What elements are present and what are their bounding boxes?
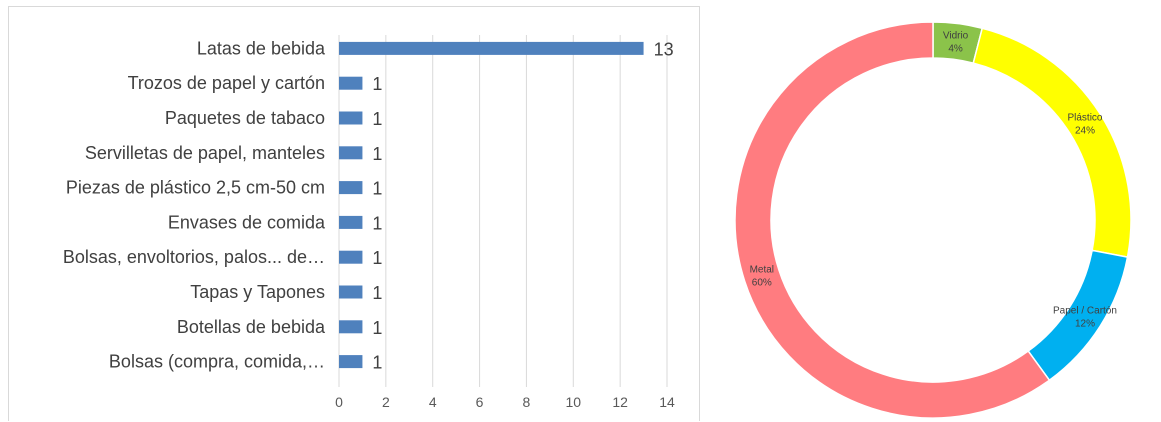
category-label: Piezas de plástico 2,5 cm-50 cm (66, 178, 325, 198)
donut-chart: Vidrio 4% Plástico 24% Papel / Cartón 12% Meta… (734, 21, 1132, 419)
category-label: Bolsas (compra, comida,… (109, 352, 325, 372)
data-label: 1 (372, 109, 382, 129)
data-label: 1 (372, 283, 382, 303)
donut-slice (972, 27, 1132, 258)
category-label: Latas de bebida (197, 38, 326, 58)
category-label: Paquetes de tabaco (165, 108, 325, 128)
data-label: 1 (372, 353, 382, 373)
data-label: 1 (372, 318, 382, 338)
bar (339, 215, 363, 229)
data-label: 1 (372, 248, 382, 268)
slice-label: Metal (750, 265, 774, 276)
slice-percent: 24% (1075, 126, 1095, 137)
bar (339, 320, 363, 334)
bar (339, 181, 363, 195)
slice-percent: 12% (1075, 318, 1095, 329)
category-label: Servilletas de papel, manteles (85, 143, 325, 163)
data-label: 1 (372, 74, 382, 94)
slice-label: Papel / Cartón (1053, 305, 1117, 316)
bar (339, 285, 363, 299)
x-tick-label: 0 (335, 394, 343, 410)
bar-chart-panel: 0 2 4 6 8 10 12 14 Latas de bebida 13 Trozos de pa… (8, 6, 700, 421)
x-tick-label: 12 (612, 394, 628, 410)
bar (339, 76, 363, 90)
bar-chart: 0 2 4 6 8 10 12 14 Latas de bebida 13 Trozos de pa… (63, 35, 675, 410)
category-label: Botellas de bebida (177, 317, 326, 337)
bar (339, 146, 363, 160)
category-label: Bolsas, envoltorios, palos... de… (63, 247, 325, 267)
data-label: 13 (654, 39, 674, 59)
x-tick-label: 8 (523, 394, 531, 410)
bar (339, 41, 644, 55)
x-tick-label: 4 (429, 394, 437, 410)
x-tick-label: 14 (659, 394, 675, 410)
bar (339, 111, 363, 125)
bar (339, 250, 363, 264)
category-label: Trozos de papel y cartón (128, 73, 325, 93)
data-label: 1 (372, 144, 382, 164)
category-label: Envases de comida (168, 212, 326, 232)
slice-percent: 4% (948, 43, 963, 54)
slice-label: Vidrio (943, 30, 969, 41)
donut-chart-panel: Vidrio 4% Plástico 24% Papel / Cartón 12% Meta… (706, 6, 1161, 421)
bar (339, 355, 363, 369)
donut-slice (734, 21, 1051, 419)
slice-label: Plástico (1067, 113, 1102, 124)
data-label: 1 (372, 213, 382, 233)
data-label: 1 (372, 179, 382, 199)
slice-percent: 60% (752, 278, 772, 289)
category-label: Tapas y Tapones (190, 282, 325, 302)
x-tick-label: 10 (565, 394, 581, 410)
x-tick-label: 6 (476, 394, 484, 410)
x-tick-label: 2 (382, 394, 390, 410)
